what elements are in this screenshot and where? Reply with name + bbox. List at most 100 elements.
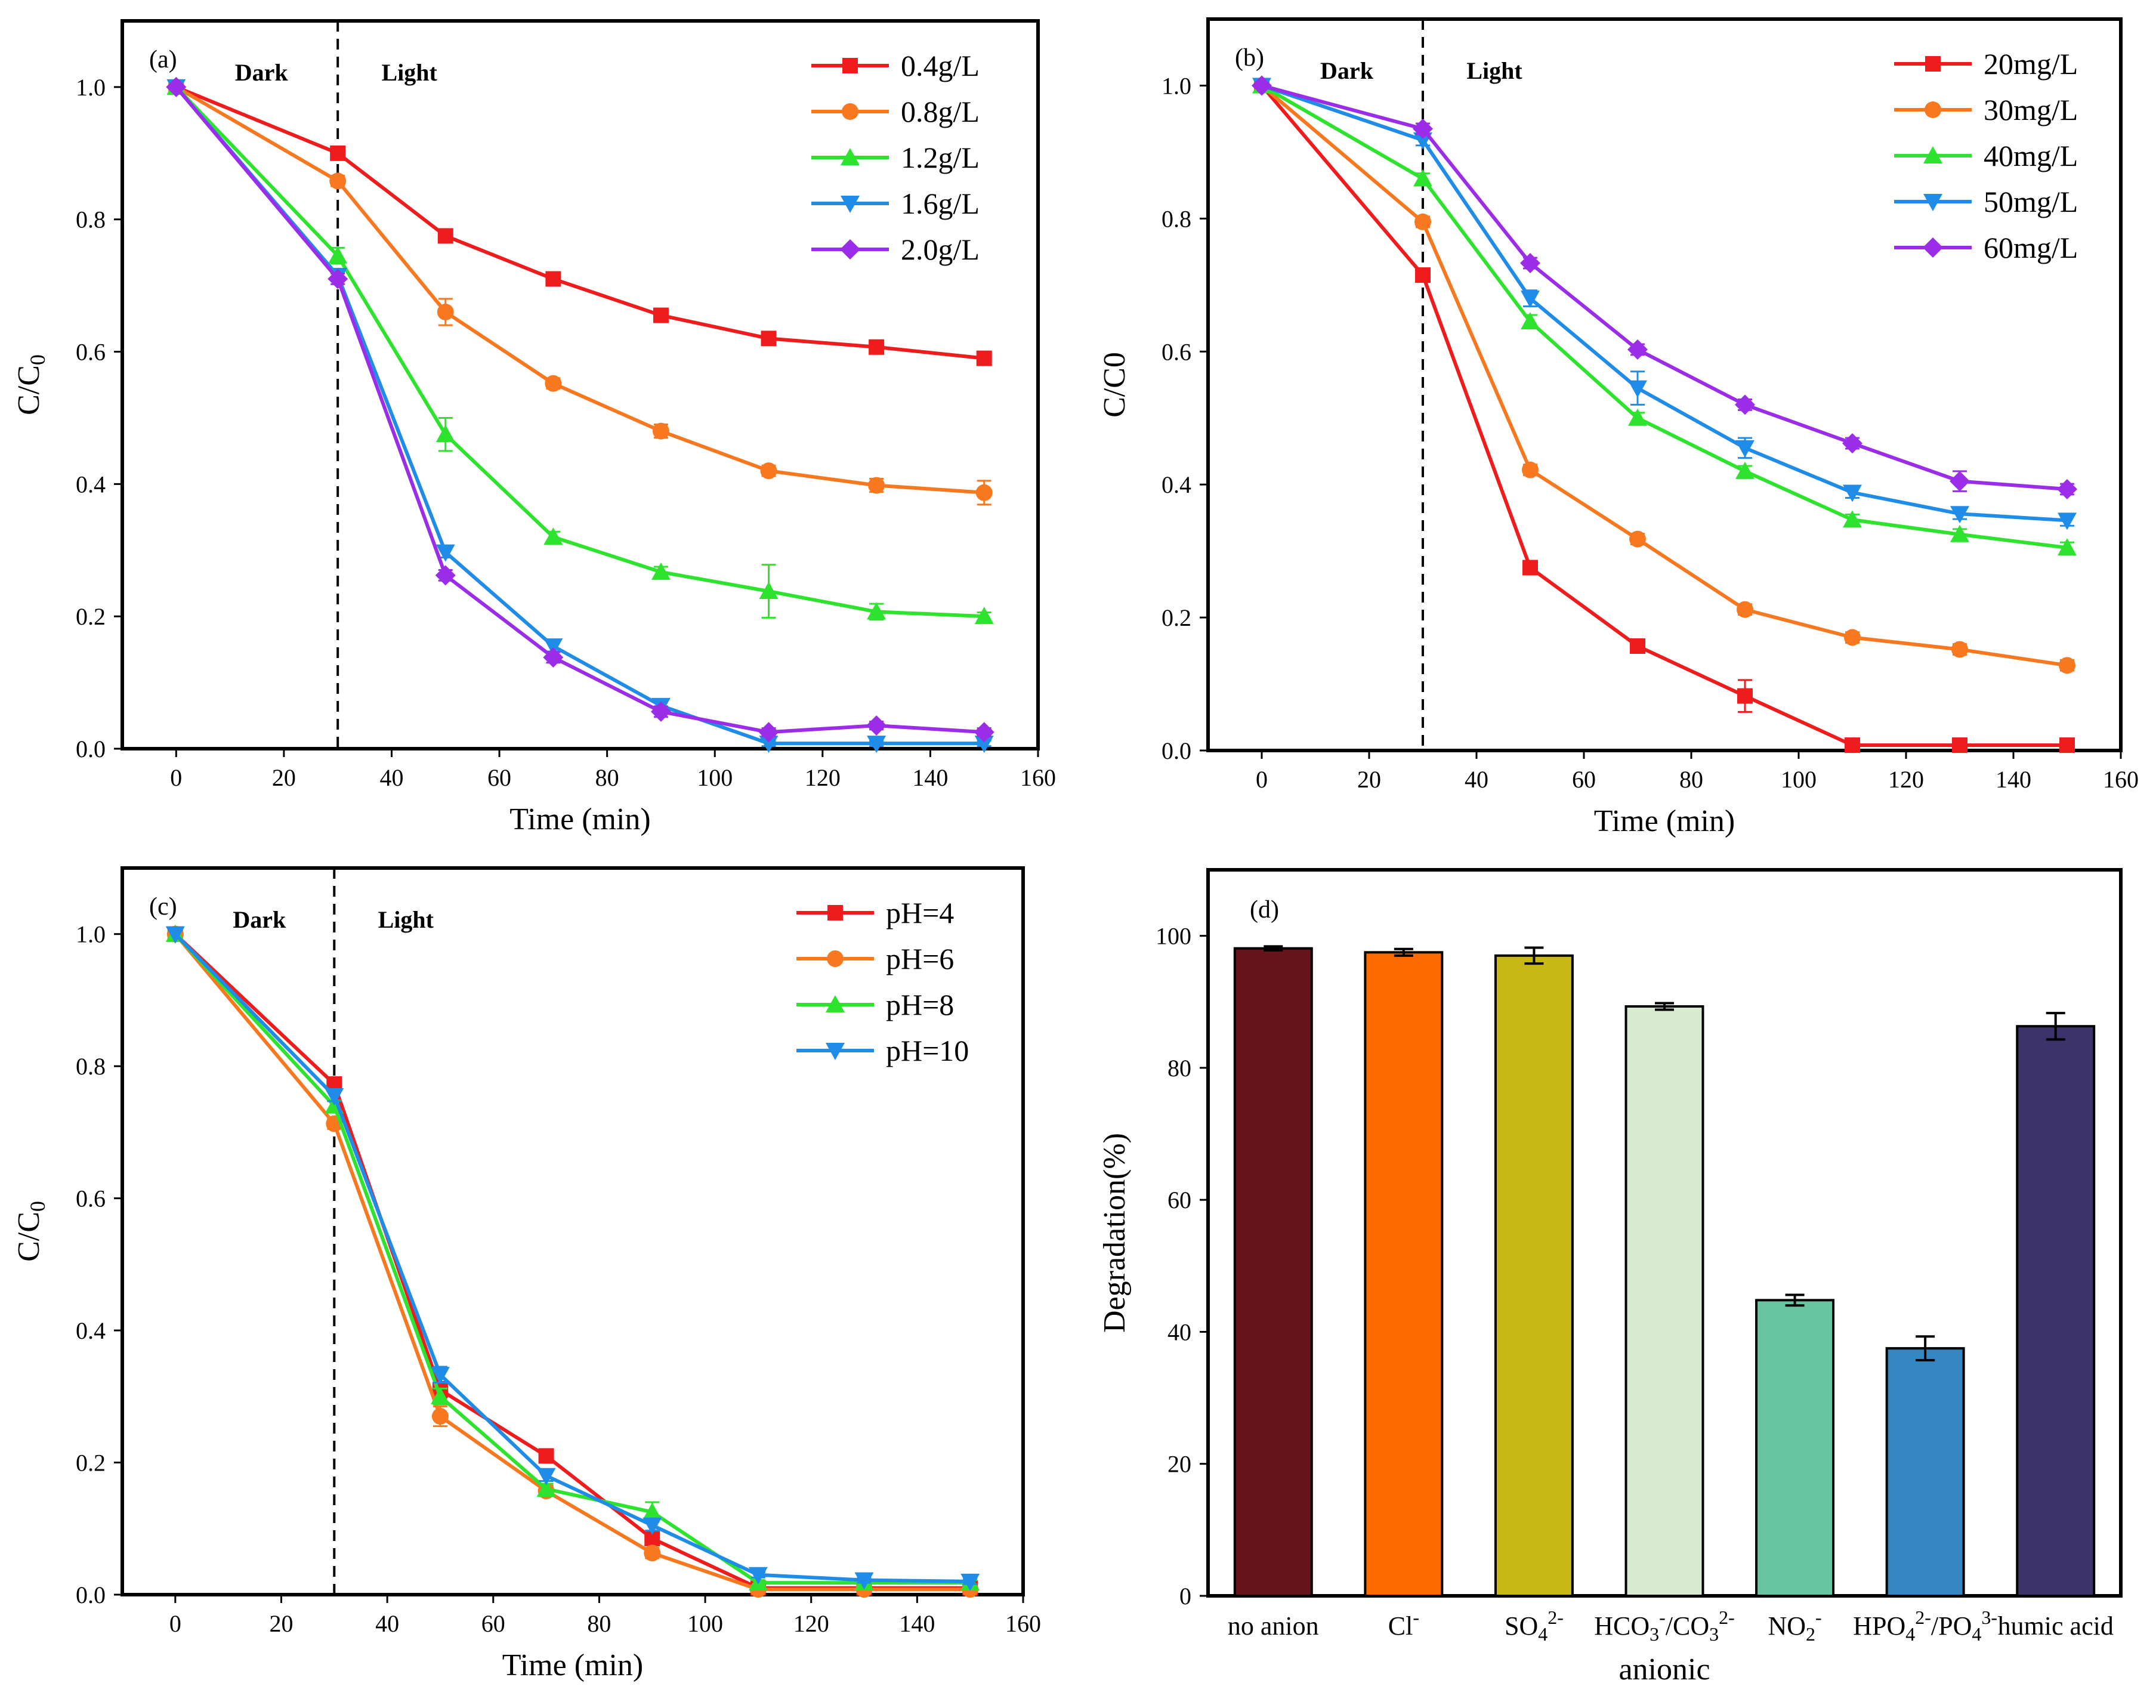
legend-label: 20mg/L [1984,47,2078,81]
series-line [175,85,984,746]
legend-label: pH=4 [886,896,954,929]
data-point [543,527,563,545]
legend-marker [826,1043,845,1060]
legend-marker [841,148,860,165]
series-line [174,85,984,734]
category-label-part: HCO [1594,1611,1650,1641]
series-line [1261,84,2068,550]
legend-marker [826,995,845,1012]
legend: 0.4g/L 0.8g/L 1.2g/L 1.6g/L 2.0g/L [811,49,980,266]
legend-marker [827,905,843,921]
legend-label: 1.6g/L [901,187,980,220]
category-label-part: 2- [1915,1607,1931,1628]
series-40mg/L [1252,76,2077,556]
data-point [2059,737,2075,753]
data-point [1951,641,1968,658]
data-point [868,477,885,494]
legend: 20mg/L 30mg/L 40mg/L 50mg/L 60mg/L [1894,47,2078,264]
data-point [1252,75,1272,96]
data-point [1415,267,1431,283]
y-axis-title: C/C0 [12,1201,50,1262]
y-axis-title: C/C0 [1098,352,1132,418]
data-point [2059,657,2075,674]
data-point [166,76,187,97]
y-tick-label: 0.2 [1162,604,1191,631]
data-point [650,701,671,722]
series-60mg/L [1252,75,2077,499]
data-point [325,1088,344,1106]
series-pH=6 [166,925,979,1598]
y-tick-label: 80 [1167,1055,1191,1082]
category-label-part: Cl [1388,1611,1413,1641]
data-point [867,602,887,620]
y-tick-label: 0.0 [1162,737,1191,764]
data-point [328,246,348,264]
legend-label: 0.8g/L [901,95,980,128]
x-tick-label: 40 [379,764,403,791]
category-label-part: 3- [1981,1607,1997,1628]
data-point [643,1502,662,1520]
category-label-part: 4 [1538,1623,1547,1645]
x-axis-title: Time (min) [502,1648,643,1682]
y-tick-label: 40 [1167,1318,1191,1345]
y-tick-label: 0.4 [76,471,106,498]
data-point [759,582,779,600]
data-point [1950,471,1970,492]
legend-marker [827,950,844,967]
y-tick-label: 1.0 [1162,72,1191,99]
y-tick-label: 100 [1156,923,1191,950]
y-tick-label: 0.8 [1162,205,1191,232]
series-1.2g/L [166,77,994,625]
legend-marker [1923,194,1942,211]
series-line [174,932,971,1585]
series-0.8g/L [168,78,993,506]
y-axis-title: C/C0 [12,354,50,415]
data-point [430,1367,450,1385]
data-point [1843,510,1862,528]
panel-label: (c) [149,893,177,921]
category-label: HPO42-/PO43- [1853,1607,1997,1645]
y-tick-label: 1.0 [76,74,106,101]
x-tick-label: 80 [595,764,619,791]
data-point [1521,291,1540,308]
data-point [430,1386,450,1404]
series-30mg/L [1253,77,2075,674]
data-point [536,1479,556,1497]
x-tick-label: 20 [1357,766,1381,793]
y-tick-label: 0.8 [76,206,106,233]
series-line [174,932,971,1583]
data-point [1737,688,1753,704]
y-tick-label: 0.0 [76,736,106,762]
category-label-part: 2- [1547,1607,1564,1628]
legend-label: 50mg/L [1984,185,2078,218]
x-tick-label: 60 [1572,766,1596,793]
data-point [1735,461,1755,479]
legend-label: 60mg/L [1984,231,2078,264]
legend-marker [842,103,858,120]
category-label-part: HPO [1853,1611,1905,1641]
data-point [1629,530,1646,548]
data-point [1735,394,1755,415]
light-phase-label: Light [1466,57,1522,84]
legend-marker [1923,237,1943,258]
data-point [1952,737,1967,753]
data-point [974,736,994,753]
y-axis-title-sub: 0 [26,354,50,365]
data-point [960,1573,980,1591]
panel-label: (b) [1235,44,1264,72]
x-tick-label: 40 [1465,766,1488,793]
data-point [974,722,994,743]
category-label-part: 4 [1972,1623,1981,1645]
plot-frame [121,866,1025,1596]
x-axis-title: anionic [1618,1653,1710,1687]
data-point [854,1572,874,1590]
data-point [437,304,454,320]
legend-label: 30mg/L [1984,93,2078,126]
light-phase-label: Light [381,59,437,86]
data-point [758,722,779,743]
x-tick-label: 100 [697,764,733,791]
data-point [329,172,347,190]
category-label-part: NO [1768,1611,1806,1641]
x-tick-label: 120 [805,764,841,791]
x-tick-label: 140 [1996,766,2031,793]
